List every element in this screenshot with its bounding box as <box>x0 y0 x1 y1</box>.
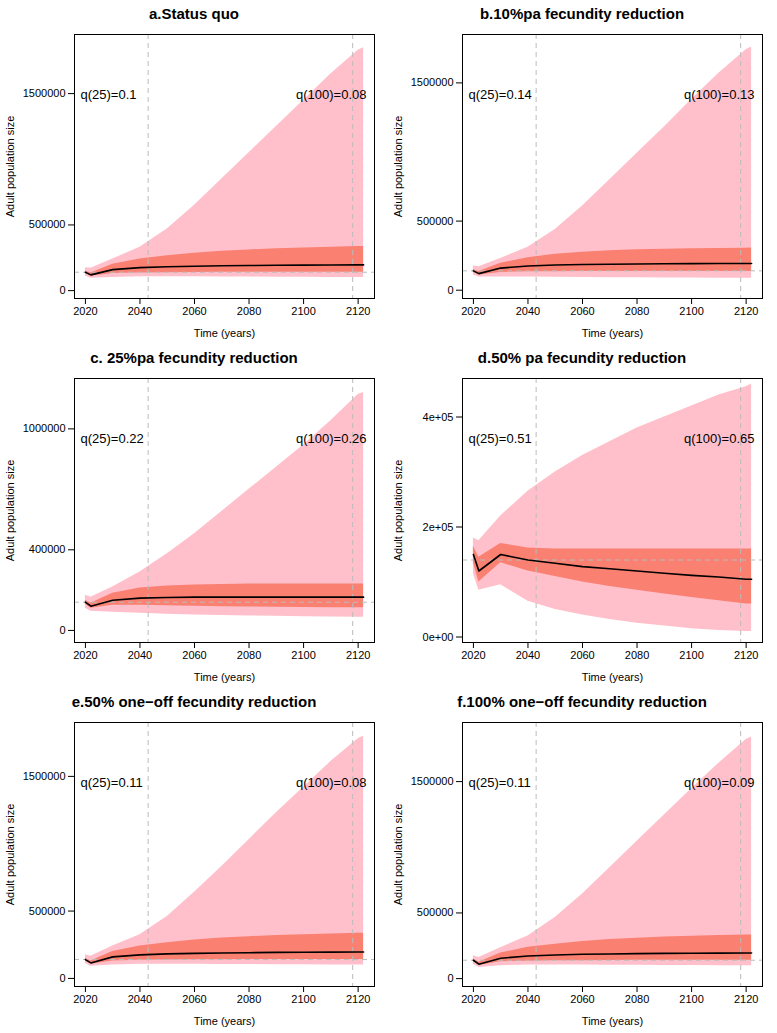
svg-text:q(25)=0.14: q(25)=0.14 <box>469 87 532 102</box>
svg-text:0: 0 <box>59 624 65 636</box>
svg-text:2040: 2040 <box>516 649 540 661</box>
svg-text:q(100)=0.65: q(100)=0.65 <box>684 431 754 446</box>
html-text:f.100% one−off fecundity reduc: f.100% one−off fecundity reduction <box>457 693 707 710</box>
svg-text:4e+05: 4e+05 <box>423 411 454 423</box>
svg-text:2080: 2080 <box>237 305 261 317</box>
svg-text:2080: 2080 <box>625 993 649 1005</box>
svg-text:2100: 2100 <box>291 305 315 317</box>
svg-text:2060: 2060 <box>182 649 206 661</box>
svg-text:q(100)=0.09: q(100)=0.09 <box>684 775 754 790</box>
svg-text:1500000: 1500000 <box>411 76 454 88</box>
svg-text:2040: 2040 <box>128 649 152 661</box>
svg-text:2120: 2120 <box>346 649 370 661</box>
svg-text:q(100)=0.13: q(100)=0.13 <box>684 87 754 102</box>
svg-text:Time (years): Time (years) <box>194 671 255 683</box>
svg-text:2080: 2080 <box>237 649 261 661</box>
svg-text:2120: 2120 <box>346 993 370 1005</box>
svg-text:Adult population size: Adult population size <box>392 460 404 562</box>
svg-text:2020: 2020 <box>461 993 485 1005</box>
svg-text:2060: 2060 <box>182 993 206 1005</box>
svg-text:2060: 2060 <box>570 305 594 317</box>
svg-text:2e+05: 2e+05 <box>423 521 454 533</box>
html-text:a.Status quo: a.Status quo <box>149 5 239 22</box>
svg-text:2120: 2120 <box>734 993 758 1005</box>
svg-text:q(100)=0.26: q(100)=0.26 <box>296 431 366 446</box>
svg-text:400000: 400000 <box>29 543 66 555</box>
svg-text:2080: 2080 <box>625 649 649 661</box>
html-text:c. 25%pa fecundity reduction: c. 25%pa fecundity reduction <box>90 349 298 366</box>
svg-text:Time (years): Time (years) <box>582 671 643 683</box>
svg-text:q(25)=0.11: q(25)=0.11 <box>469 775 531 790</box>
svg-text:2040: 2040 <box>516 305 540 317</box>
svg-text:500000: 500000 <box>417 906 454 918</box>
svg-text:0: 0 <box>59 972 65 984</box>
svg-text:Adult population size: Adult population size <box>4 804 16 906</box>
svg-text:2100: 2100 <box>291 649 315 661</box>
svg-text:q(25)=0.51: q(25)=0.51 <box>469 431 532 446</box>
svg-text:1500000: 1500000 <box>411 775 454 787</box>
svg-text:Adult population size: Adult population size <box>4 460 16 562</box>
svg-text:q(25)=0.11: q(25)=0.11 <box>81 775 143 790</box>
svg-text:2120: 2120 <box>734 305 758 317</box>
svg-text:1500000: 1500000 <box>23 770 66 782</box>
svg-text:Time (years): Time (years) <box>582 1015 643 1027</box>
svg-text:2040: 2040 <box>128 993 152 1005</box>
svg-text:2020: 2020 <box>461 305 485 317</box>
svg-text:1500000: 1500000 <box>23 87 66 99</box>
svg-text:2100: 2100 <box>679 649 703 661</box>
svg-text:500000: 500000 <box>417 215 454 227</box>
svg-text:2100: 2100 <box>679 305 703 317</box>
svg-text:Time (years): Time (years) <box>194 1015 255 1027</box>
svg-text:2060: 2060 <box>570 649 594 661</box>
svg-text:Adult population size: Adult population size <box>392 804 404 906</box>
svg-text:q(25)=0.1: q(25)=0.1 <box>81 87 137 102</box>
svg-text:500000: 500000 <box>29 218 66 230</box>
svg-text:2020: 2020 <box>73 649 97 661</box>
svg-text:Time (years): Time (years) <box>194 327 255 339</box>
html-text:d.50% pa fecundity reduction: d.50% pa fecundity reduction <box>477 349 687 366</box>
svg-text:0: 0 <box>59 284 65 296</box>
svg-text:2040: 2040 <box>516 993 540 1005</box>
svg-text:2060: 2060 <box>182 305 206 317</box>
svg-text:q(25)=0.22: q(25)=0.22 <box>81 431 144 446</box>
svg-text:0: 0 <box>447 284 453 296</box>
svg-text:2100: 2100 <box>679 993 703 1005</box>
svg-text:2080: 2080 <box>237 993 261 1005</box>
svg-text:Adult population size: Adult population size <box>392 116 404 218</box>
html-text:b.10%pa fecundity reduction: b.10%pa fecundity reduction <box>479 5 685 22</box>
svg-text:Time (years): Time (years) <box>582 327 643 339</box>
svg-text:0e+00: 0e+00 <box>423 631 454 643</box>
svg-text:500000: 500000 <box>29 905 66 917</box>
svg-text:2060: 2060 <box>570 993 594 1005</box>
svg-text:1000000: 1000000 <box>23 422 66 434</box>
html-text:e.50% one−off fecundity reduct: e.50% one−off fecundity reduction <box>71 693 317 710</box>
svg-text:2040: 2040 <box>128 305 152 317</box>
svg-text:2020: 2020 <box>461 649 485 661</box>
svg-text:2120: 2120 <box>734 649 758 661</box>
svg-text:q(100)=0.08: q(100)=0.08 <box>296 87 366 102</box>
svg-text:2120: 2120 <box>346 305 370 317</box>
svg-text:2080: 2080 <box>625 305 649 317</box>
svg-text:2020: 2020 <box>73 993 97 1005</box>
svg-text:0: 0 <box>447 972 453 984</box>
svg-text:2020: 2020 <box>73 305 97 317</box>
svg-text:q(100)=0.08: q(100)=0.08 <box>296 775 366 790</box>
svg-text:2100: 2100 <box>291 993 315 1005</box>
svg-text:Adult population size: Adult population size <box>4 116 16 218</box>
